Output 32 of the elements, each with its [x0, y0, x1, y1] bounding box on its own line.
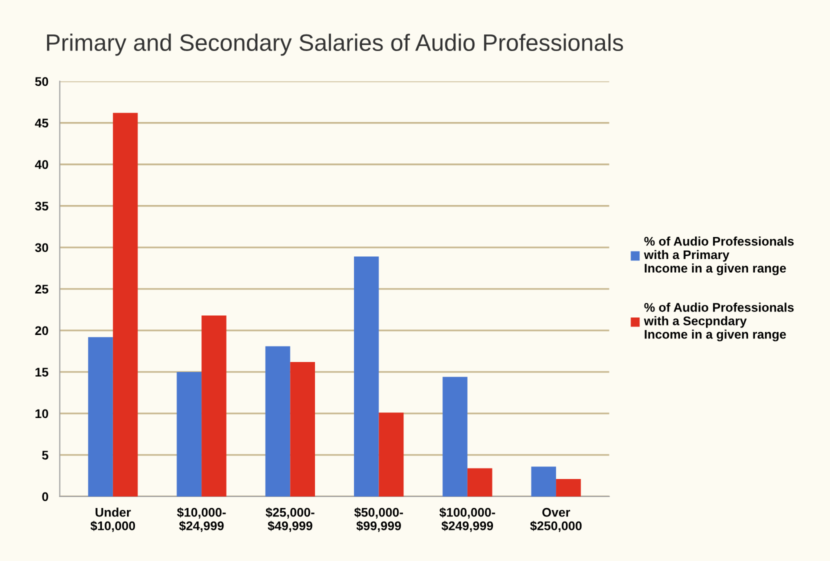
bar — [354, 256, 379, 496]
bar — [467, 468, 492, 496]
x-tick-label: $10,000- $24,999 — [177, 507, 226, 532]
bar — [378, 412, 404, 496]
y-tick-label: 20 — [35, 326, 48, 336]
x-tick-label: $50,000- $99,999 — [354, 507, 403, 532]
y-tick-label: 50 — [35, 77, 48, 86]
x-tick-label: $25,000- $49,999 — [266, 507, 314, 532]
x-tick-label: Under $10,000 — [90, 508, 136, 532]
legend-label: % of Audio Professionals with a Secpndary Income in a given range — [644, 302, 794, 342]
bar — [556, 479, 581, 496]
bar — [176, 372, 202, 496]
y-tick-label: 40 — [34, 160, 48, 170]
x-tick-label: Over $250,000 — [530, 508, 582, 532]
chart-title: Primary and Secondary Salaries of Audio Professionals — [47, 34, 624, 56]
y-tick-label: 35 — [35, 202, 48, 211]
y-tick-label: 5 — [42, 450, 48, 460]
bar — [290, 362, 315, 496]
y-tick-label: 10 — [36, 409, 48, 418]
legend-label: % of Audio Professionals with a Primary Income in a given range — [644, 236, 794, 276]
bar — [442, 376, 468, 496]
y-tick-label: 30 — [35, 243, 48, 252]
y-tick-label: 25 — [35, 284, 48, 294]
x-tick-label: $100,000- $249,999 — [439, 507, 496, 532]
y-tick-label: 15 — [36, 368, 48, 377]
y-tick-label: 0 — [42, 492, 48, 502]
bar — [112, 112, 138, 496]
bar — [531, 466, 556, 496]
y-tick-label: 45 — [34, 118, 48, 128]
bar — [88, 337, 113, 496]
bar — [265, 346, 290, 496]
bar — [202, 315, 226, 496]
